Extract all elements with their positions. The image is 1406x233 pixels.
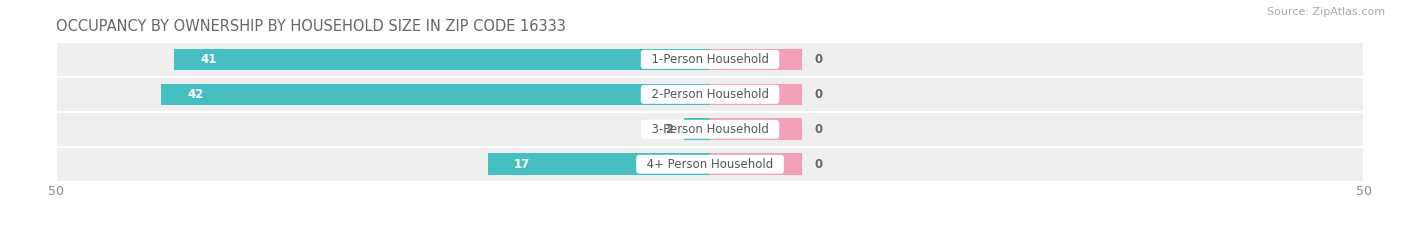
Bar: [710, 84, 801, 105]
Text: OCCUPANCY BY OWNERSHIP BY HOUSEHOLD SIZE IN ZIP CODE 16333: OCCUPANCY BY OWNERSHIP BY HOUSEHOLD SIZE…: [56, 19, 567, 34]
Bar: [710, 154, 801, 175]
Text: Source: ZipAtlas.com: Source: ZipAtlas.com: [1267, 7, 1385, 17]
Text: 3-Person Household: 3-Person Household: [644, 123, 776, 136]
Text: 2: 2: [665, 123, 673, 136]
Bar: [710, 49, 801, 70]
Text: 1-Person Household: 1-Person Household: [644, 53, 776, 66]
Text: 0: 0: [814, 123, 823, 136]
Text: 41: 41: [200, 53, 217, 66]
Bar: [56, 112, 1364, 147]
Text: 0: 0: [814, 53, 823, 66]
Text: 42: 42: [187, 88, 204, 101]
Bar: [710, 118, 801, 140]
Text: 0: 0: [814, 158, 823, 171]
Text: 17: 17: [515, 158, 530, 171]
Text: 0: 0: [814, 88, 823, 101]
Bar: [56, 77, 1364, 112]
Bar: [683, 118, 710, 140]
Bar: [174, 49, 710, 70]
Bar: [160, 84, 710, 105]
Text: 2-Person Household: 2-Person Household: [644, 88, 776, 101]
Bar: [56, 42, 1364, 77]
Bar: [56, 147, 1364, 182]
Text: 4+ Person Household: 4+ Person Household: [640, 158, 780, 171]
Bar: [488, 154, 710, 175]
